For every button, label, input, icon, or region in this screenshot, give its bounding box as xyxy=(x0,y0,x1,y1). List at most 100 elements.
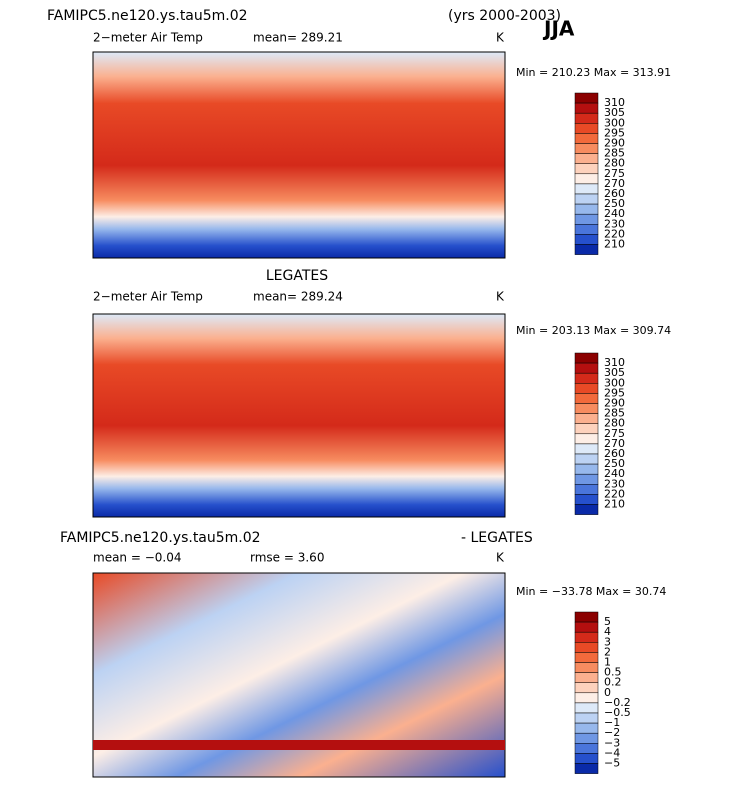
colorbar-box xyxy=(574,123,599,134)
figure-title: FAMIPC5.ne120.ys.tau5m.02 xyxy=(47,8,248,24)
colorbar-box xyxy=(574,393,599,404)
colorbar-box xyxy=(574,183,599,195)
colorbar-label: 280 xyxy=(604,157,625,170)
colorbar-label: −1 xyxy=(604,716,620,729)
colorbar-box xyxy=(574,494,599,505)
colorbar-box xyxy=(574,224,599,235)
colorbar-box xyxy=(574,133,599,144)
colorbar-box xyxy=(574,413,599,424)
colorbar-box xyxy=(574,621,599,633)
colorbar-label: 3 xyxy=(604,635,611,648)
colorbar-label: 250 xyxy=(604,457,625,470)
colorbar-label: 0 xyxy=(604,686,611,699)
map xyxy=(92,51,506,259)
colorbar-label: −4 xyxy=(604,746,620,759)
colorbar-label: 275 xyxy=(604,427,625,440)
mean: mean= 289.24 xyxy=(253,290,343,304)
colorbar-label: −2 xyxy=(604,726,620,739)
colorbar-box xyxy=(574,112,599,124)
colorbar-box xyxy=(574,352,599,364)
colorbar-box xyxy=(574,463,599,475)
colorbar-box xyxy=(574,484,599,495)
colorbar-label: 0.2 xyxy=(604,676,622,689)
colorbar-label: 5 xyxy=(604,615,611,628)
colorbar-box xyxy=(574,372,599,384)
colorbar-label: −5 xyxy=(604,757,620,770)
colorbar-box xyxy=(574,433,599,445)
years: (yrs 2000-2003) xyxy=(448,8,561,24)
colorbar-label: 310 xyxy=(604,356,625,369)
colorbar-label: −0.5 xyxy=(604,706,631,719)
colorbar-box xyxy=(574,611,599,623)
colorbar-label: 300 xyxy=(604,116,625,129)
colorbar-box xyxy=(574,504,599,515)
colorbar-box xyxy=(574,234,599,245)
colorbar-box xyxy=(574,383,599,394)
colorbar-box xyxy=(574,173,599,185)
colorbar-box xyxy=(574,702,599,714)
colorbar-box xyxy=(574,92,599,104)
colorbar-box xyxy=(574,443,599,455)
colorbar-box xyxy=(574,662,599,673)
colorbar-label: 270 xyxy=(604,437,625,450)
colorbar-label: 220 xyxy=(604,487,625,500)
colorbar-box xyxy=(574,642,599,653)
colorbar-label: 280 xyxy=(604,417,625,430)
colorbar-label: 305 xyxy=(604,366,625,379)
colorbar-box xyxy=(574,453,599,465)
colorbar-box xyxy=(574,153,599,164)
units: K xyxy=(496,290,505,304)
colorbar-label: 295 xyxy=(604,126,625,139)
colorbar-label: 290 xyxy=(604,137,625,150)
colorbar-box xyxy=(574,403,599,414)
colorbar-label: 285 xyxy=(604,147,625,160)
colorbar-label: 230 xyxy=(604,477,625,490)
colorbar-label: 0.5 xyxy=(604,666,622,679)
colorbar-box xyxy=(574,631,599,643)
colorbar-box xyxy=(574,682,599,694)
colorbar-box xyxy=(574,203,599,215)
colorbar-box xyxy=(574,163,599,175)
colorbar-label: 310 xyxy=(604,96,625,109)
colorbar-box xyxy=(574,473,599,485)
colorbar-label: 1 xyxy=(604,656,611,669)
colorbar-box xyxy=(574,712,599,724)
colorbar-label: 295 xyxy=(604,386,625,399)
colorbar-label: 240 xyxy=(604,207,625,220)
colorbar-box xyxy=(574,743,599,754)
variable: 2−meter Air Temp xyxy=(93,290,203,304)
mean: mean = −0.04 xyxy=(93,551,182,565)
colorbar-box xyxy=(574,753,599,764)
min-max: Min = −33.78 Max = 30.74 xyxy=(516,585,666,598)
min-max: Min = 210.23 Max = 313.91 xyxy=(516,66,671,79)
season: JJA xyxy=(542,17,575,41)
units: K xyxy=(496,31,505,45)
colorbar-label: 270 xyxy=(604,177,625,190)
colorbar-label: −0.2 xyxy=(604,696,631,709)
colorbar-box xyxy=(574,213,599,225)
colorbar-label: 210 xyxy=(604,238,625,251)
variable: 2−meter Air Temp xyxy=(93,31,203,45)
panel-title: LEGATES xyxy=(266,268,328,284)
colorbar-box xyxy=(574,732,599,744)
colorbar-box xyxy=(574,763,599,774)
mean: mean= 289.21 xyxy=(253,31,343,45)
min-max: Min = 203.13 Max = 309.74 xyxy=(516,324,671,337)
units: K xyxy=(496,551,505,565)
colorbar-box xyxy=(574,722,599,734)
colorbar-box xyxy=(574,423,599,435)
colorbar-label: 285 xyxy=(604,407,625,420)
colorbar-label: 250 xyxy=(604,197,625,210)
colorbar-label: 230 xyxy=(604,217,625,230)
colorbar-label: 290 xyxy=(604,397,625,410)
rmse: rmse = 3.60 xyxy=(250,551,324,565)
colorbar-label: 220 xyxy=(604,227,625,240)
colorbar-label: 4 xyxy=(604,625,611,638)
colorbar-box xyxy=(574,652,599,663)
colorbar-box xyxy=(574,143,599,154)
colorbar-label: 275 xyxy=(604,167,625,180)
colorbar-box xyxy=(574,244,599,255)
colorbar-label: 240 xyxy=(604,467,625,480)
